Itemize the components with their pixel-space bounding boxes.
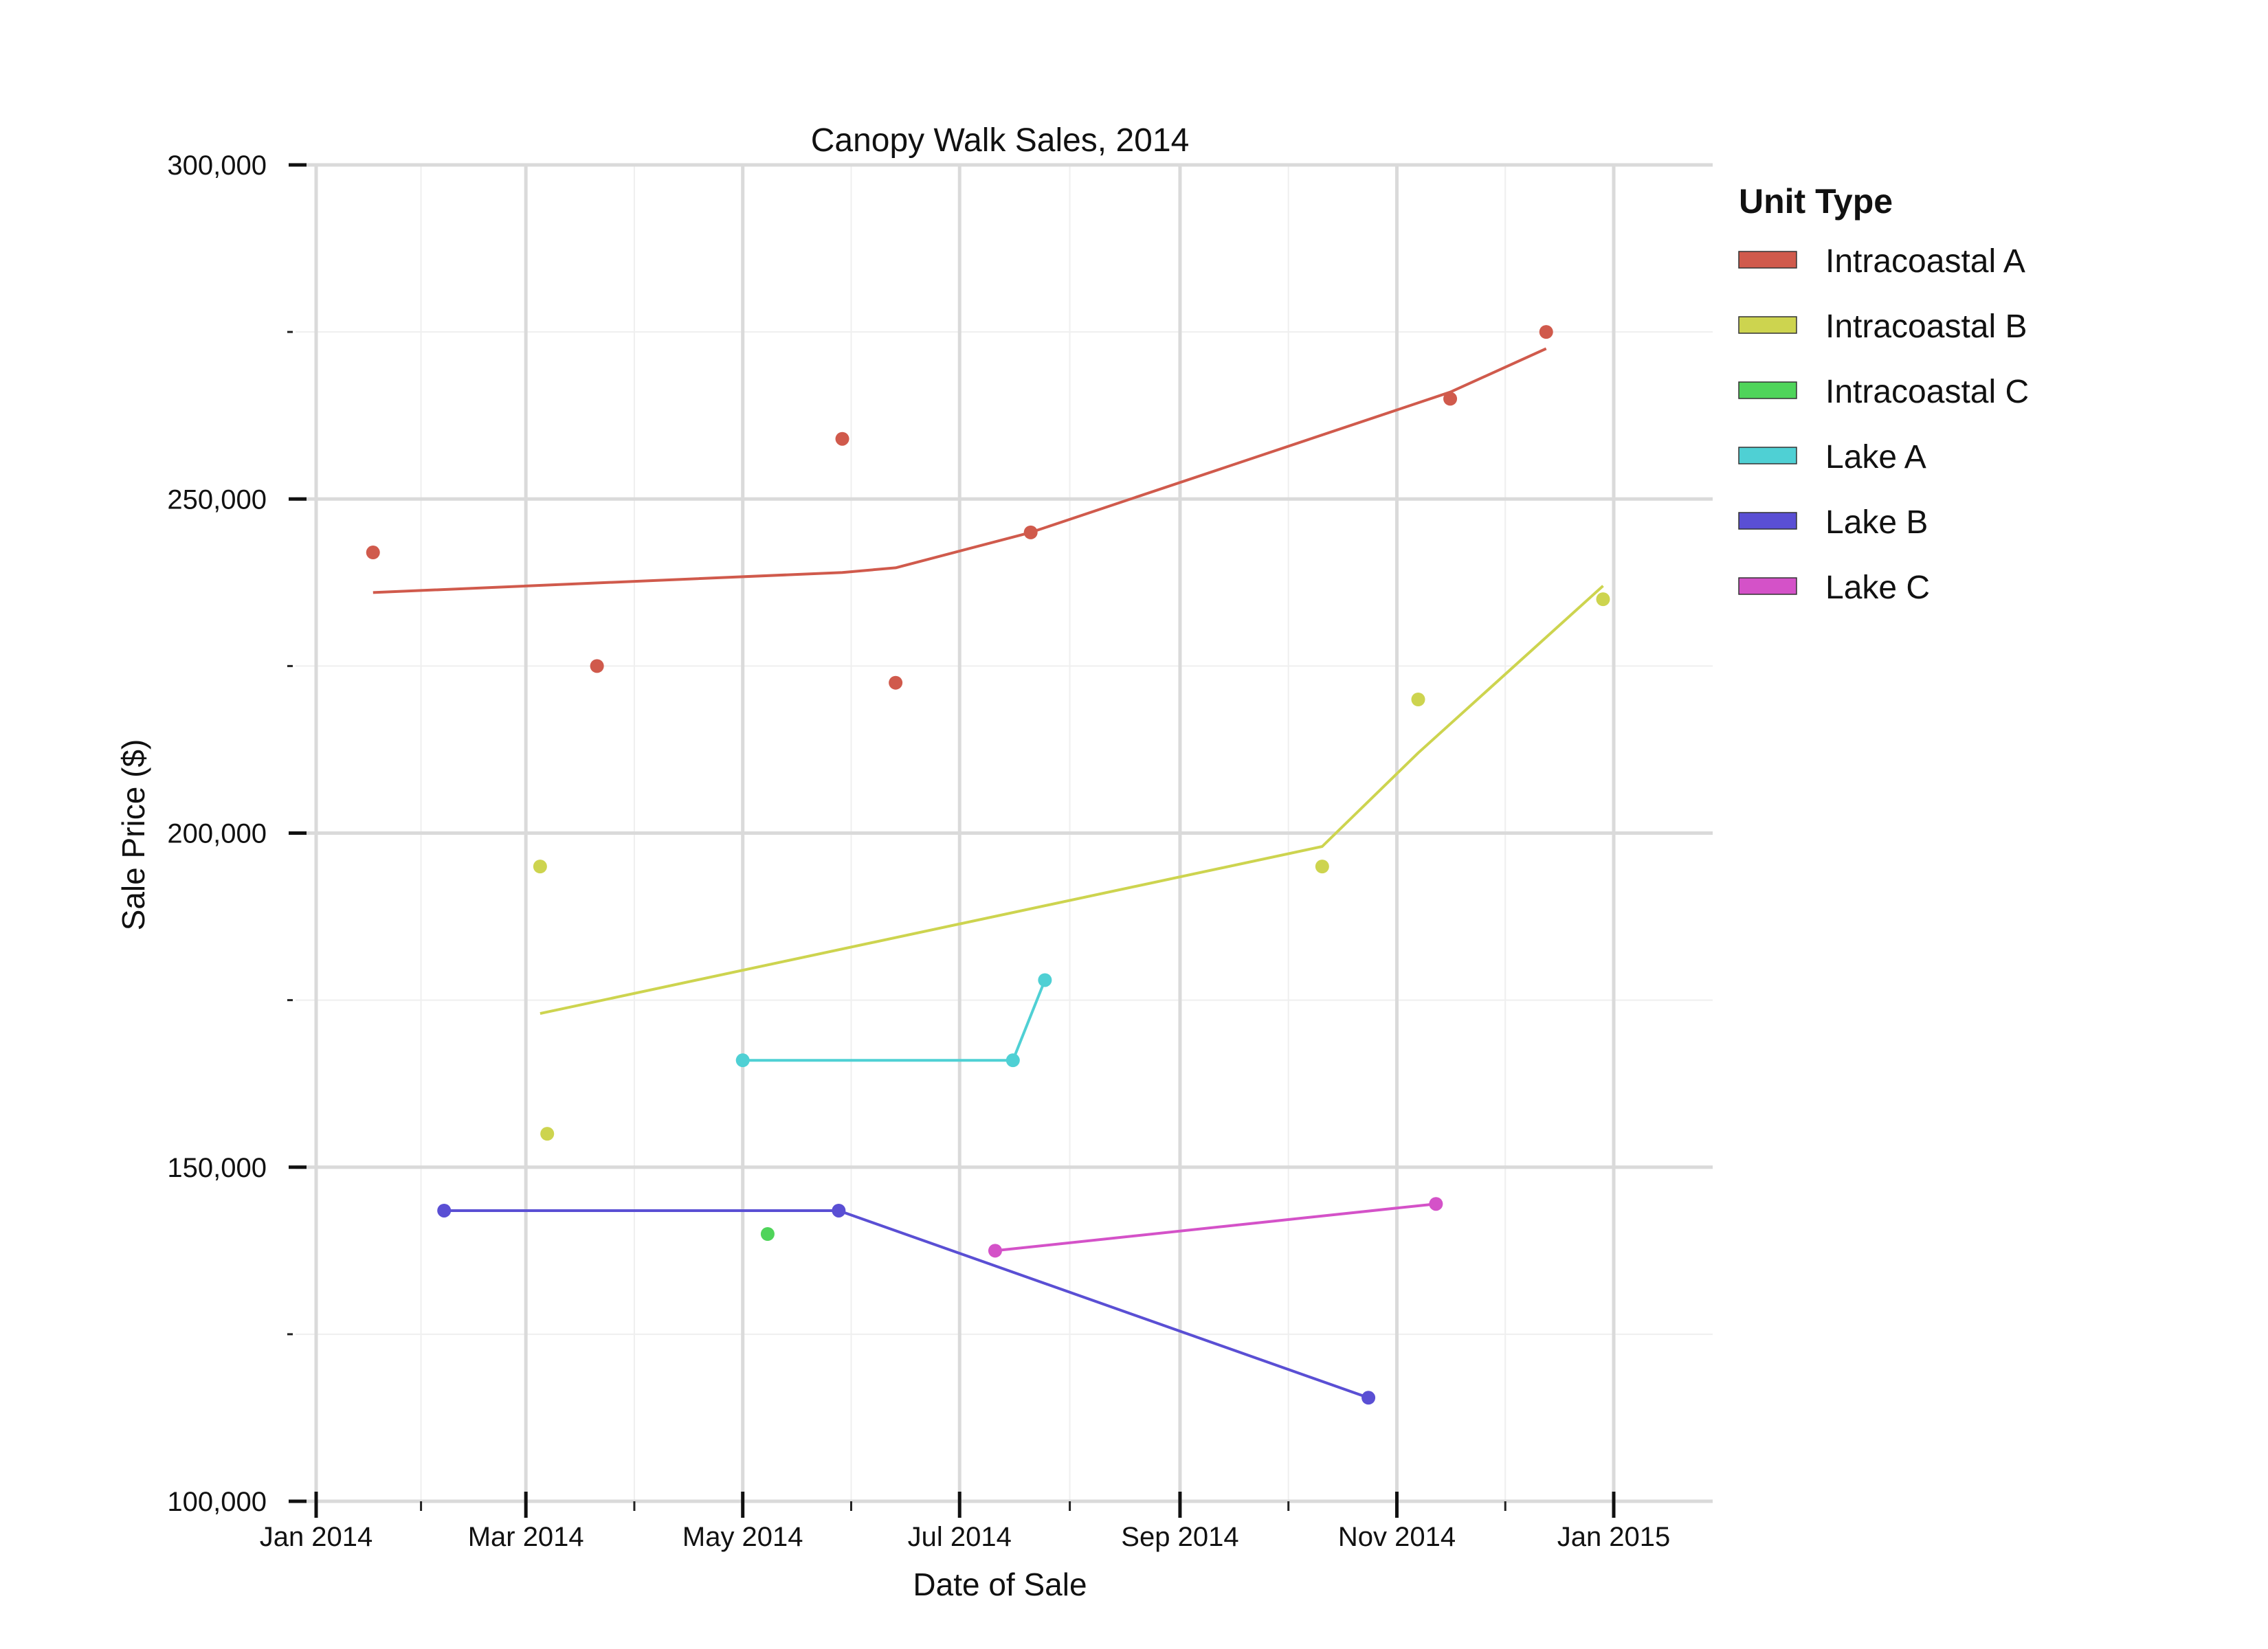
legend-swatch-lake-a bbox=[1738, 447, 1797, 464]
data-point-intracoastal-a bbox=[1539, 325, 1553, 339]
y-axis-ticks: 100,000 150,000 200,000 250,000 300,000 bbox=[167, 150, 307, 1517]
data-point-lake-a bbox=[735, 1053, 750, 1068]
x-tick-label: Jan 2014 bbox=[260, 1522, 373, 1552]
chart-title: Canopy Walk Sales, 2014 bbox=[811, 122, 1190, 159]
legend-label-lake-a: Lake A bbox=[1825, 439, 1926, 475]
x-tick-label: Jan 2015 bbox=[1557, 1522, 1671, 1552]
y-tick-label: 100,000 bbox=[167, 1487, 267, 1517]
legend-label-intracoastal-c: Intracoastal C bbox=[1825, 374, 2029, 410]
trend-line-intracoastal-a bbox=[373, 347, 1547, 594]
data-point-lake-c bbox=[1429, 1197, 1443, 1211]
legend-label-lake-c: Lake C bbox=[1825, 570, 1930, 606]
legend-swatch-intracoastal-c bbox=[1738, 381, 1797, 399]
data-point-intracoastal-b bbox=[1596, 592, 1610, 607]
x-axis-title: Date of Sale bbox=[913, 1567, 1087, 1602]
x-tick-label: Jul 2014 bbox=[908, 1522, 1012, 1552]
legend-title: Unit Type bbox=[1739, 182, 1893, 221]
legend-swatch-lake-b bbox=[1738, 512, 1797, 530]
legend-swatch-intracoastal-a bbox=[1738, 251, 1797, 269]
data-point-lake-b bbox=[1361, 1391, 1376, 1405]
data-point-lake-c bbox=[988, 1244, 1002, 1258]
data-point-intracoastal-c bbox=[760, 1227, 775, 1241]
data-point-intracoastal-b bbox=[1315, 860, 1329, 874]
x-tick-label: May 2014 bbox=[682, 1522, 803, 1552]
y-tick-label: 200,000 bbox=[167, 819, 267, 849]
x-tick-label: Nov 2014 bbox=[1338, 1522, 1456, 1552]
x-axis-ticks: Jan 2014 Mar 2014 May 2014 Jul 2014 Sep 2014… bbox=[260, 1492, 1671, 1552]
x-tick-label: Mar 2014 bbox=[468, 1522, 584, 1552]
data-point-intracoastal-b bbox=[1411, 693, 1425, 706]
legend-label-lake-b: Lake B bbox=[1825, 504, 1928, 541]
x-tick-label: Sep 2014 bbox=[1121, 1522, 1238, 1552]
legend: Unit Type Intracoastal A Intracoastal B In… bbox=[1738, 182, 2029, 606]
data-point-intracoastal-a bbox=[889, 675, 903, 690]
y-tick-label: 300,000 bbox=[167, 150, 267, 181]
data-point-intracoastal-a bbox=[1023, 525, 1038, 539]
legend-swatch-lake-c bbox=[1738, 577, 1797, 595]
y-tick-label: 150,000 bbox=[167, 1153, 267, 1183]
data-points bbox=[366, 325, 1610, 1405]
data-point-lake-b bbox=[437, 1203, 452, 1218]
data-point-intracoastal-a bbox=[835, 431, 849, 446]
y-axis-title: Sale Price ($) bbox=[115, 739, 151, 931]
trend-line-lake-c bbox=[994, 1202, 1436, 1253]
legend-swatch-intracoastal-b bbox=[1738, 316, 1797, 334]
legend-label-intracoastal-a: Intracoastal A bbox=[1825, 243, 2025, 280]
legend-label-intracoastal-b: Intracoastal B bbox=[1825, 309, 2027, 345]
trend-line-intracoastal-b bbox=[540, 585, 1604, 1016]
data-point-intracoastal-a bbox=[366, 546, 380, 560]
data-point-intracoastal-b bbox=[540, 1127, 555, 1141]
data-point-intracoastal-a bbox=[590, 659, 604, 673]
data-point-lake-a bbox=[1038, 973, 1052, 987]
data-point-intracoastal-a bbox=[1443, 392, 1458, 406]
y-tick-label: 250,000 bbox=[167, 484, 267, 515]
data-point-lake-a bbox=[1005, 1053, 1020, 1068]
data-point-intracoastal-b bbox=[533, 860, 547, 874]
data-point-lake-b bbox=[832, 1203, 846, 1218]
